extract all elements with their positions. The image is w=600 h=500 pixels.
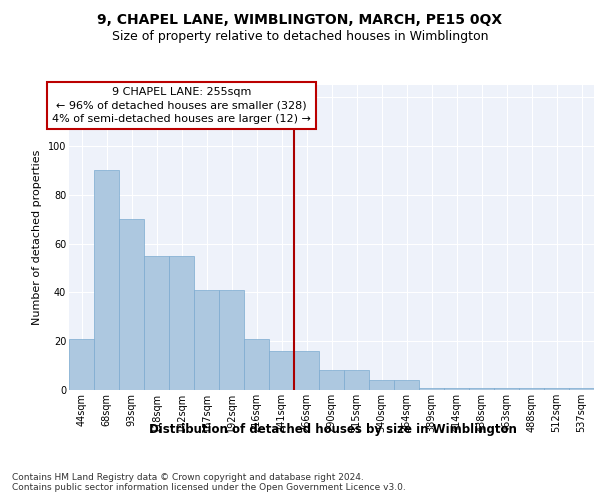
Bar — [169, 256, 194, 390]
Bar — [219, 290, 244, 390]
Bar — [394, 380, 419, 390]
Bar — [544, 388, 569, 390]
Text: Contains HM Land Registry data © Crown copyright and database right 2024.
Contai: Contains HM Land Registry data © Crown c… — [12, 472, 406, 492]
Bar — [269, 351, 294, 390]
Text: 9 CHAPEL LANE: 255sqm
← 96% of detached houses are smaller (328)
4% of semi-deta: 9 CHAPEL LANE: 255sqm ← 96% of detached … — [52, 88, 311, 124]
Text: Distribution of detached houses by size in Wimblington: Distribution of detached houses by size … — [149, 422, 517, 436]
Bar — [369, 380, 394, 390]
Text: Size of property relative to detached houses in Wimblington: Size of property relative to detached ho… — [112, 30, 488, 43]
Bar — [144, 256, 169, 390]
Bar — [94, 170, 119, 390]
Bar — [194, 290, 219, 390]
Y-axis label: Number of detached properties: Number of detached properties — [32, 150, 42, 325]
Bar — [469, 388, 494, 390]
Bar — [444, 388, 469, 390]
Bar — [494, 388, 519, 390]
Bar — [419, 388, 444, 390]
Bar — [569, 388, 594, 390]
Bar — [319, 370, 344, 390]
Bar — [294, 351, 319, 390]
Text: 9, CHAPEL LANE, WIMBLINGTON, MARCH, PE15 0QX: 9, CHAPEL LANE, WIMBLINGTON, MARCH, PE15… — [97, 12, 503, 26]
Bar — [244, 339, 269, 390]
Bar — [119, 219, 144, 390]
Bar — [519, 388, 544, 390]
Bar — [344, 370, 369, 390]
Bar — [69, 339, 94, 390]
